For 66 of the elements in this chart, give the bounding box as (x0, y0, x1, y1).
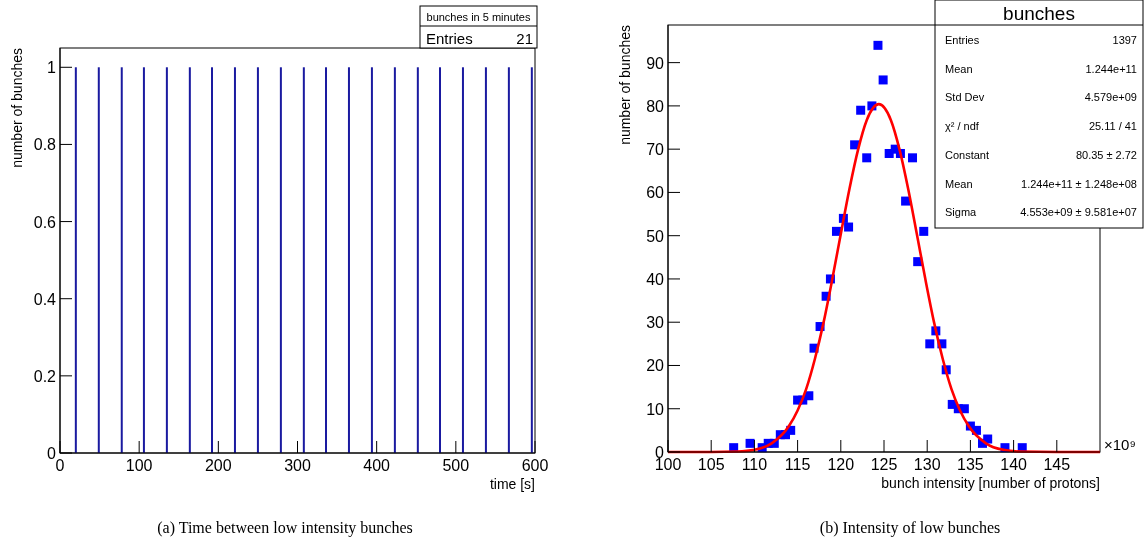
point (901, 196, 911, 206)
x-tick-label: 600 (521, 457, 549, 474)
annotation: Sigma (945, 206, 978, 219)
annotation: Constant (945, 148, 990, 161)
x-tick-label: 135 (957, 456, 984, 473)
text: (b) Intensity of low bunches (819, 519, 1001, 537)
point (925, 339, 935, 349)
x-tick-label: 140 (1000, 456, 1028, 473)
y-tick-label: 80 (646, 97, 665, 115)
y-tick-label: 40 (646, 270, 665, 288)
annotation: Mean (945, 62, 973, 75)
x-tick-label: 125 (870, 456, 898, 473)
text: 21 (516, 30, 533, 47)
y-tick-label: 1 (47, 59, 57, 77)
x-tick-label: 200 (204, 457, 232, 474)
point (919, 226, 929, 236)
x-tick-label: 145 (1043, 456, 1071, 473)
y-tick-label: 0.6 (33, 213, 57, 231)
y-tick-label: 20 (646, 357, 665, 375)
annotation: 80.35 ± 2.72 (1075, 148, 1137, 161)
point (862, 153, 872, 163)
text: ×10⁹ (1104, 436, 1136, 453)
point (878, 75, 888, 85)
x-tick-label: 110 (741, 456, 768, 473)
point (850, 140, 860, 150)
annotation: 25.11 / 41 (1088, 120, 1137, 133)
y-tick-label: 50 (646, 227, 665, 245)
text: 1397 (1112, 34, 1137, 46)
annotation: 1.244e+11 (1085, 62, 1137, 75)
x-tick-label: 105 (697, 456, 725, 473)
x-tick-label: 400 (363, 457, 391, 474)
y-tick-label: 60 (646, 184, 665, 202)
y-tick-label: 0.2 (33, 367, 57, 385)
text: bunches in 5 minutes (426, 11, 531, 23)
annotation: 4.579e+09 (1084, 91, 1137, 104)
text: Entries (426, 30, 473, 47)
point (873, 40, 883, 50)
point (844, 222, 854, 232)
x-tick-label: 130 (913, 456, 941, 473)
annotation: Mean (945, 177, 973, 190)
annotation: Std Dev (945, 91, 985, 104)
point (856, 105, 866, 115)
x-axis-title: time [s] (489, 476, 535, 492)
y-tick-label: 30 (646, 314, 665, 332)
annotation: Entries (945, 34, 980, 46)
text: bunches (1003, 3, 1075, 24)
y-tick-label: 0.4 (33, 290, 57, 308)
text: (a) Time between low intensity bunches (157, 519, 413, 537)
y-tick-label: 0 (47, 445, 57, 462)
x-tick-label: 120 (827, 456, 855, 473)
x-tick-label: 300 (284, 457, 311, 474)
y-tick-label: 0.8 (33, 136, 57, 154)
x-axis-title: bunch intensity [number of protons] (881, 475, 1100, 491)
annotation: 4.553e+09 ± 9.581e+07 (1020, 206, 1137, 219)
annotation: χ² / ndf (945, 120, 980, 133)
point (908, 153, 918, 163)
annotation: 1.244e+11 ± 1.248e+08 (1021, 177, 1137, 190)
y-tick-label: 10 (646, 400, 665, 418)
y-tick-label: 90 (646, 54, 665, 72)
y-tick-label: 70 (646, 141, 665, 159)
x-tick-label: 115 (784, 456, 811, 473)
y-axis-title: number of bunches (9, 48, 25, 168)
x-tick-label: 100 (125, 457, 153, 474)
point (745, 438, 755, 448)
x-tick-label: 500 (442, 457, 470, 474)
y-axis-title: number of bunches (617, 25, 633, 145)
